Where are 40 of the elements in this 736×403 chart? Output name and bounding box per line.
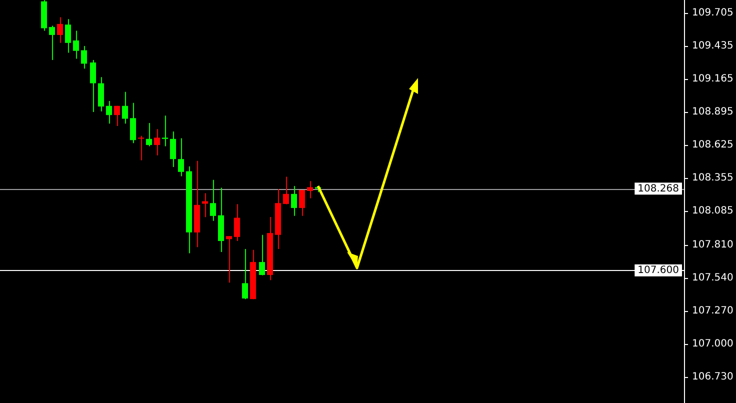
candlestick <box>170 131 176 168</box>
candlestick <box>114 105 120 127</box>
y-tick-label: 108.085 <box>692 206 734 217</box>
candlestick <box>283 176 289 205</box>
candlestick <box>307 180 313 199</box>
y-tick-label: 108.895 <box>692 106 734 118</box>
candlestick <box>57 16 63 44</box>
candlestick <box>234 204 240 242</box>
ref-line-label: 107.600 <box>638 264 680 276</box>
y-tick-label: 107.540 <box>692 272 734 284</box>
candlestick <box>106 100 112 124</box>
y-tick-label: 107.810 <box>692 239 734 250</box>
y-tick-label: 108.355 <box>692 172 734 184</box>
y-tick-label: 108.625 <box>692 140 734 151</box>
candlestick <box>299 190 305 216</box>
candlestick <box>122 91 128 124</box>
candlestick <box>178 138 184 177</box>
y-tick-label: 107.270 <box>692 305 734 316</box>
candlestick <box>242 248 248 300</box>
candlestick <box>90 60 96 112</box>
ref-line-label: 108.268 <box>638 183 680 194</box>
candlestick <box>130 102 136 144</box>
candlestick <box>81 45 87 70</box>
y-tick-label: 109.165 <box>692 74 734 85</box>
candlestick <box>154 128 160 156</box>
candlestick <box>162 115 168 147</box>
y-tick-label: 109.705 <box>692 8 734 19</box>
candlestick <box>210 179 216 222</box>
candlestick <box>73 30 79 60</box>
candlestick <box>291 185 297 216</box>
candlestick <box>65 18 71 54</box>
candlestick <box>226 236 232 284</box>
y-tick-label: 107.000 <box>692 338 734 350</box>
candlestick <box>98 76 104 112</box>
candlestick <box>146 122 152 147</box>
y-tick-label: 109.435 <box>692 40 734 52</box>
candlestick <box>259 234 265 276</box>
y-tick-label: 106.730 <box>692 371 734 382</box>
candlestick <box>49 25 55 61</box>
candlestick <box>138 135 144 161</box>
